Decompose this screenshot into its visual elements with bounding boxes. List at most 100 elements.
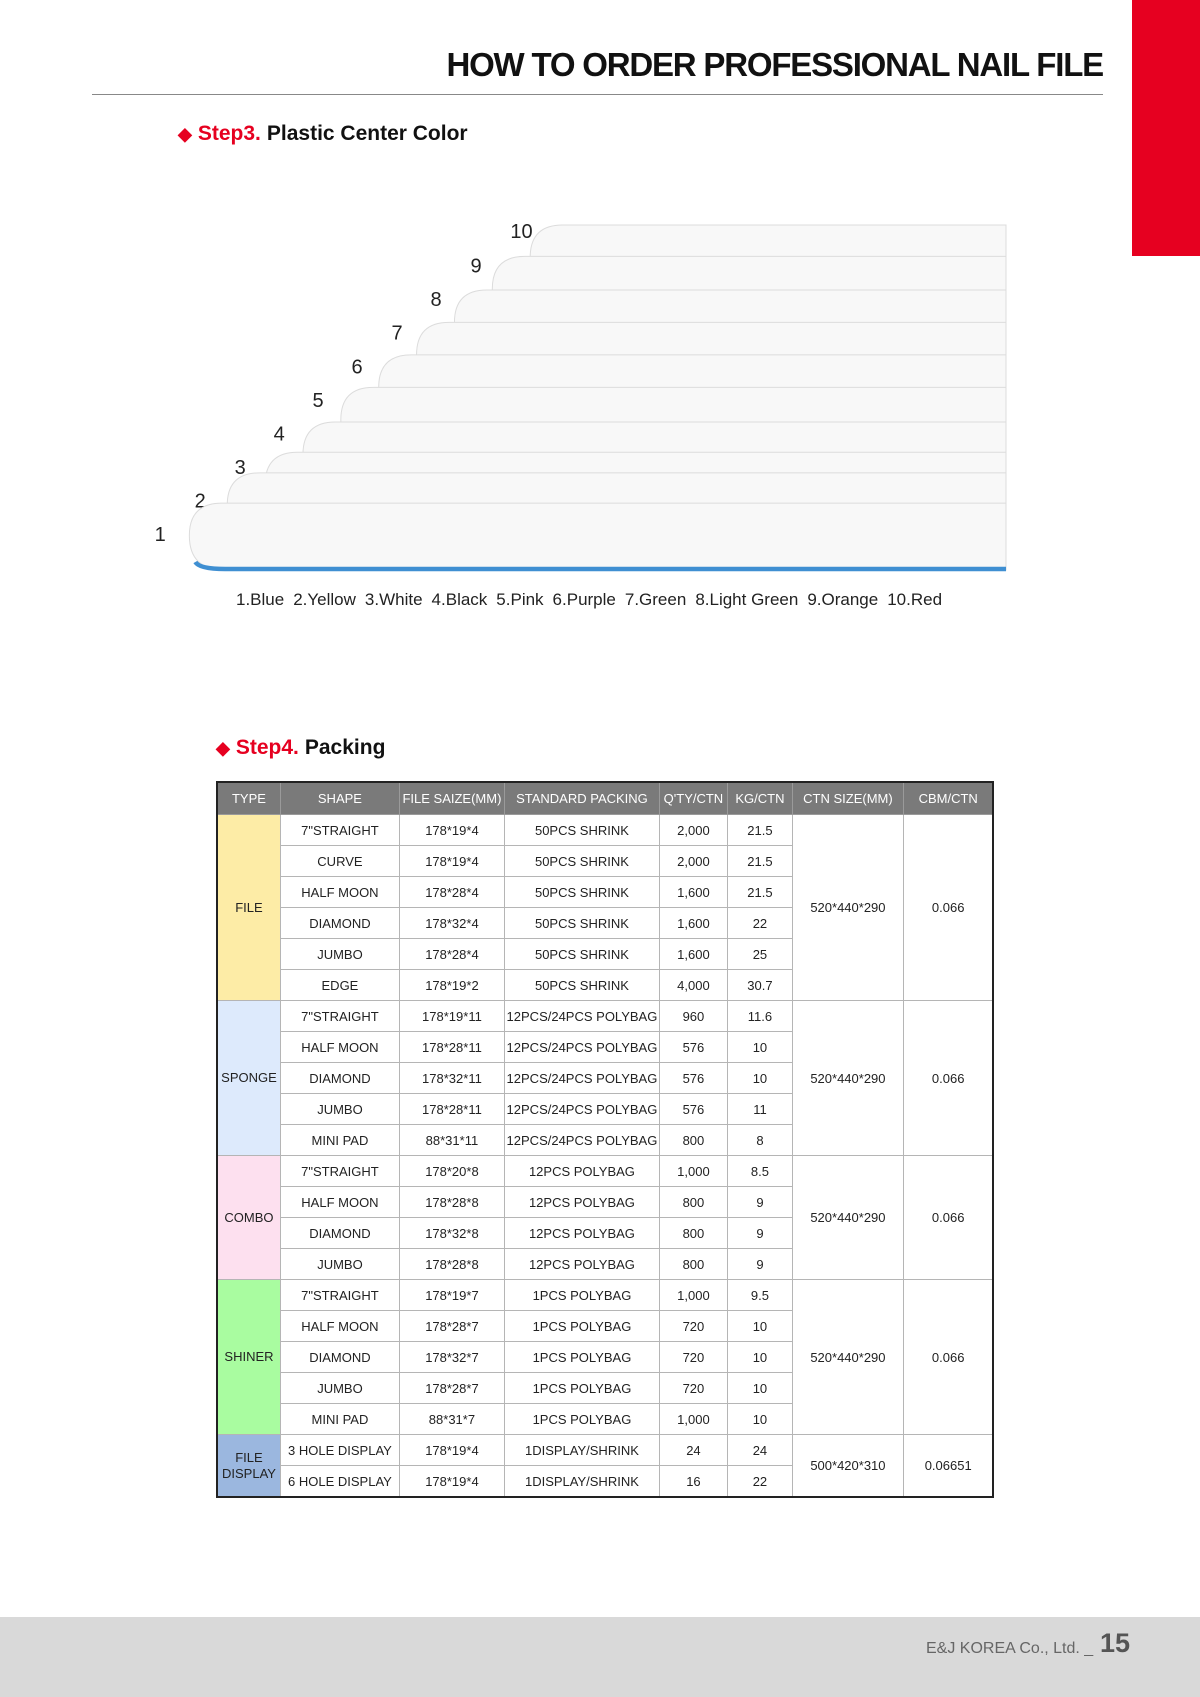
column-header: CTN SIZE(MM) [791,781,904,815]
standard-packing-cell: 12PCS POLYBAG [503,1248,660,1280]
kg-per-ctn-cell: 30.7 [726,969,793,1001]
standard-packing-cell: 50PCS SHRINK [503,876,660,908]
qty-per-ctn-cell: 576 [658,1093,728,1125]
legend-item: 1.Blue [236,590,285,609]
kg-per-ctn-cell: 10 [726,1031,793,1063]
color-legend: 1.Blue 2.Yellow 3.White 4.Black 5.Pink 6.Purp… [236,590,951,610]
file-size-cell: 178*28*4 [398,876,505,908]
shape-cell: DIAMOND [279,1217,400,1249]
file-number-label: 4 [274,423,285,445]
file-size-cell: 178*32*7 [398,1341,505,1373]
shape-cell: MINI PAD [279,1403,400,1435]
kg-per-ctn-cell: 10 [726,1341,793,1373]
kg-per-ctn-cell: 21.5 [726,845,793,877]
kg-per-ctn-cell: 21.5 [726,876,793,908]
column-header: CBM/CTN [902,781,994,815]
standard-packing-cell: 12PCS/24PCS POLYBAG [503,1124,660,1156]
standard-packing-cell: 1PCS POLYBAG [503,1403,660,1435]
kg-per-ctn-cell: 8 [726,1124,793,1156]
standard-packing-cell: 12PCS/24PCS POLYBAG [503,1062,660,1094]
file-number-label: 3 [235,457,246,479]
standard-packing-cell: 50PCS SHRINK [503,969,660,1001]
table-row: JUMBO 178*28*11 12PCS/24PCS POLYBAG 576 11 [217,1093,993,1125]
table-row: CURVE 178*19*4 50PCS SHRINK 2,000 21.5 [217,845,993,877]
kg-per-ctn-cell: 9 [726,1217,793,1249]
shape-cell: JUMBO [279,1093,400,1125]
table-row: DIAMOND 178*32*8 12PCS POLYBAG 800 9 [217,1217,993,1249]
qty-per-ctn-cell: 576 [658,1031,728,1063]
title-divider [92,94,1103,95]
table-row: DIAMOND 178*32*7 1PCS POLYBAG 720 10 [217,1341,993,1373]
table-row: COMBO 7"STRAIGHT 178*20*8 12PCS POLYBAG 1,00… [216,1155,994,1280]
step4-label: Step4. [235,736,299,759]
file-size-cell: 178*19*2 [398,969,505,1001]
shape-cell: 7"STRAIGHT [279,814,400,846]
shape-cell: EDGE [279,969,400,1001]
file-number-label: 5 [313,390,324,412]
qty-per-ctn-cell: 720 [658,1341,728,1373]
qty-per-ctn-cell: 800 [658,1186,728,1218]
qty-per-ctn-cell: 1,000 [658,1155,728,1187]
qty-per-ctn-cell: 2,000 [658,814,728,846]
standard-packing-cell: 50PCS SHRINK [503,845,660,877]
file-size-cell: 178*28*4 [398,938,505,970]
column-header: STANDARD PACKING [503,781,660,815]
file-size-cell: 178*28*7 [398,1310,505,1342]
type-cell: SPONGE [216,1000,281,1156]
kg-per-ctn-cell: 24 [726,1434,793,1466]
qty-per-ctn-cell: 800 [658,1124,728,1156]
file-size-cell: 178*32*4 [398,907,505,939]
qty-per-ctn-cell: 16 [658,1465,728,1498]
type-cell: SHINER [216,1279,281,1435]
table-row: HALF MOON 178*28*11 12PCS/24PCS POLYBAG 576… [217,1031,993,1063]
shape-cell: JUMBO [279,938,400,970]
kg-per-ctn-cell: 25 [726,938,793,970]
kg-per-ctn-cell: 11 [726,1093,793,1125]
file-size-cell: 178*19*11 [398,1000,505,1032]
table-row: FILE DISPLAY 3 HOLE DISPLAY 178*19*4 1DISPL… [216,1434,994,1498]
kg-per-ctn-cell: 10 [726,1403,793,1435]
kg-per-ctn-cell: 9 [726,1186,793,1218]
file-number-label: 8 [430,289,441,311]
shape-cell: DIAMOND [279,1341,400,1373]
ctn-size-cell: 520*440*290 [791,1000,904,1156]
qty-per-ctn-cell: 24 [658,1434,728,1466]
file-size-cell: 178*32*11 [398,1062,505,1094]
shape-cell: DIAMOND [279,1062,400,1094]
red-accent-bar [1132,0,1200,256]
file-size-cell: 178*28*8 [398,1186,505,1218]
shape-cell: 3 HOLE DISPLAY [279,1434,400,1466]
qty-per-ctn-cell: 1,600 [658,876,728,908]
table-row: HALF MOON 178*28*7 1PCS POLYBAG 720 10 [217,1310,993,1342]
file-size-cell: 178*28*11 [398,1093,505,1125]
file-number-label: 9 [471,256,482,278]
qty-per-ctn-cell: 4,000 [658,969,728,1001]
column-header: Q'TY/CTN [658,781,728,815]
standard-packing-cell: 12PCS POLYBAG [503,1217,660,1249]
standard-packing-cell: 1PCS POLYBAG [503,1279,660,1311]
qty-per-ctn-cell: 800 [658,1217,728,1249]
column-header: KG/CTN [726,781,793,815]
file-number-label: 1 [155,524,166,546]
cbm-cell: 0.066 [902,1279,994,1435]
file-number-label: 7 [392,323,403,345]
kg-per-ctn-cell: 22 [726,1465,793,1498]
legend-item: 10.Red [887,590,943,609]
legend-item: 4.Black [431,590,488,609]
kg-per-ctn-cell: 10 [726,1310,793,1342]
type-cell: FILE DISPLAY [216,1434,281,1498]
ctn-size-cell: 520*440*290 [791,1155,904,1280]
standard-packing-cell: 12PCS POLYBAG [503,1155,660,1187]
column-header: TYPE [216,781,281,815]
table-row: 6 HOLE DISPLAY 178*19*4 1DISPLAY/SHRINK 16 2… [217,1465,993,1498]
table-row: MINI PAD 88*31*7 1PCS POLYBAG 1,000 10 [217,1403,993,1435]
file-size-cell: 178*32*8 [398,1217,505,1249]
file-size-cell: 178*19*4 [398,814,505,846]
page-title: HOW TO ORDER PROFESSIONAL NAIL FILE [446,46,1104,83]
kg-per-ctn-cell: 8.5 [726,1155,793,1187]
step3-title: Plastic Center Color [266,122,468,145]
legend-item: 6.Purple [552,590,616,609]
kg-per-ctn-cell: 9.5 [726,1279,793,1311]
file-size-cell: 178*19*7 [398,1279,505,1311]
file-number-label: 10 [510,221,532,243]
